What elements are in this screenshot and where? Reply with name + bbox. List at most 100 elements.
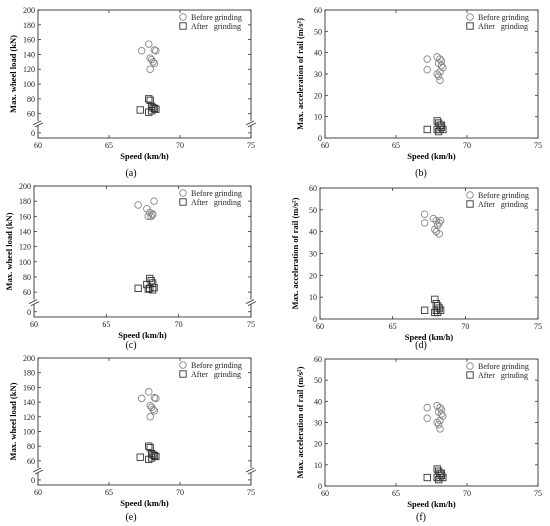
data-point-square: [437, 469, 446, 477]
data-point-circle: [149, 405, 157, 414]
x-tick-label: 75: [247, 141, 255, 150]
data-point-square: [146, 443, 154, 452]
y-tick-label: 180: [19, 197, 31, 206]
y-tick-label: 50: [314, 27, 322, 36]
legend-marker-after: [466, 200, 474, 208]
x-tick-label: 60: [321, 489, 329, 498]
x-tick-label: 70: [463, 489, 471, 498]
data-point-circle: [152, 46, 160, 55]
y-tick-label: 100: [23, 80, 35, 89]
axis-break-mark: [245, 299, 255, 304]
data-point-circle: [134, 201, 142, 209]
y-tick-label: 120: [23, 65, 35, 74]
y-tick-label: 140: [23, 50, 35, 59]
x-tick-label: 60: [34, 141, 42, 150]
data-point-square: [145, 442, 153, 450]
plot-frame: [37, 357, 252, 486]
data-point-circle: [436, 425, 444, 433]
x-tick-label: 60: [321, 141, 329, 150]
axis-break-mark: [34, 469, 44, 475]
data-point-square: [148, 286, 157, 294]
panel-caption: (e): [125, 512, 136, 523]
y-tick-label: 30: [314, 70, 322, 79]
axis-break-gap: [33, 468, 43, 474]
x-tick-label: 65: [392, 141, 400, 150]
x-axis-label: Speed (km/h): [120, 498, 169, 508]
data-point-square: [144, 285, 152, 293]
x-tick-label: 70: [176, 141, 184, 150]
axis-break-mark: [32, 467, 42, 473]
data-point-circle: [147, 212, 155, 221]
series-after-grinding: [423, 465, 447, 484]
data-point-square: [420, 306, 429, 314]
axis-break-mark: [247, 469, 257, 475]
y-tick-label: 200: [19, 182, 31, 191]
y-tick-label: 40: [309, 228, 317, 237]
data-point-circle: [146, 413, 154, 421]
chart-panel-6: 60 65 70 75 0 10 20 30 40 50 60 Speed (km/h) Max. ac…: [295, 355, 542, 523]
legend-label-before: Before grinding: [191, 189, 242, 198]
series-before-grinding: [420, 210, 445, 238]
y-tick-label: 200: [23, 6, 35, 15]
series-after-grinding: [423, 117, 447, 136]
y-tick-label: 180: [23, 369, 35, 378]
legend-label-before: Before grinding: [191, 361, 242, 370]
series-before-grinding: [137, 388, 160, 421]
legend-label-after: After grinding: [478, 200, 528, 209]
legend-marker-after: [466, 22, 474, 30]
y-axis-label: Max. wheel load (kN): [8, 382, 18, 460]
x-tick-label: 60: [316, 322, 324, 331]
legend-label-after: After grinding: [478, 22, 528, 31]
data-point-circle: [150, 197, 158, 205]
chart-panel-3: 60 65 70 75 60 80 100 120 140 160 180 200 0 Speed (km…: [4, 182, 257, 351]
data-point-square: [136, 106, 144, 114]
data-point-circle: [433, 70, 441, 78]
data-point-square: [145, 95, 153, 103]
data-point-circle: [150, 46, 159, 54]
axis-break-mark: [34, 122, 44, 128]
series-after-grinding: [136, 95, 160, 116]
data-point-circle: [137, 394, 146, 403]
y-axis-label: Max. acceleration of rail (m/s²): [290, 197, 300, 309]
x-tick-label: 70: [461, 322, 469, 331]
y-tick-label: 20: [314, 440, 322, 449]
legend-marker-before: [179, 13, 187, 21]
data-point-square: [146, 96, 154, 104]
x-tick-label: 75: [534, 141, 542, 150]
y-tick-label: 20: [309, 271, 317, 280]
y-tick-label: 0: [27, 308, 31, 317]
data-point-square: [150, 283, 158, 292]
y-tick-label: 80: [23, 273, 31, 282]
x-axis-label: Speed (km/h): [407, 499, 456, 509]
x-tick-label: 75: [534, 489, 542, 498]
data-point-square: [136, 453, 144, 461]
y-tick-label: 0: [318, 482, 322, 491]
y-tick-label: 30: [314, 419, 322, 428]
data-point-circle: [145, 40, 153, 48]
data-point-circle: [150, 393, 159, 402]
y-tick-label: 60: [27, 457, 35, 466]
plot-frame: [37, 9, 252, 139]
panel-caption: (f): [416, 512, 426, 523]
chart-panel-4: 60 65 70 75 0 10 20 30 40 50 60 Speed (km/h) Max. ac…: [290, 184, 542, 351]
legend-marker-after: [179, 22, 187, 30]
data-point-square: [423, 473, 431, 482]
axis-break-gap: [246, 468, 256, 474]
x-tick-label: 60: [34, 488, 42, 497]
legend-marker-before: [466, 13, 474, 21]
data-point-circle: [423, 55, 431, 63]
axis-break-mark: [247, 122, 257, 128]
data-point-circle: [152, 394, 160, 403]
data-point-circle: [431, 225, 439, 234]
legend-marker-before: [179, 361, 187, 369]
data-point-circle: [437, 61, 446, 70]
legend-label-after: After grinding: [478, 371, 528, 380]
legend-label-before: Before grinding: [478, 191, 529, 200]
data-point-circle: [434, 72, 443, 80]
y-tick-label: 60: [23, 288, 31, 297]
x-axis-label: Speed (km/h): [118, 330, 167, 340]
y-tick-label: 160: [23, 383, 35, 392]
y-tick-label: 60: [314, 6, 322, 15]
x-tick-label: 75: [247, 488, 255, 497]
data-point-circle: [144, 212, 153, 221]
